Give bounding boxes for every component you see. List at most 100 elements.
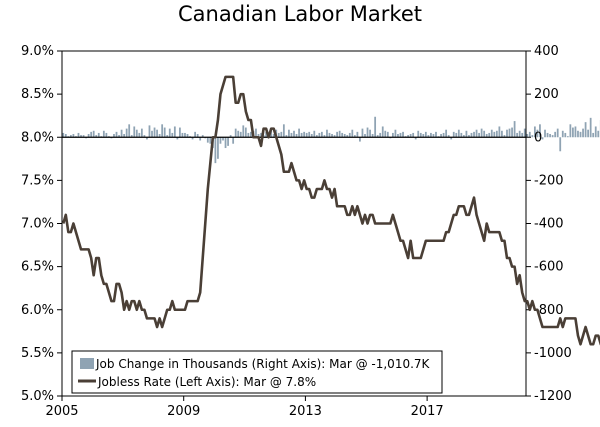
job-change-bar: [569, 124, 572, 138]
job-change-bar: [326, 129, 328, 138]
y-left-tick-label: 8.5%: [21, 87, 54, 102]
job-change-bar: [92, 130, 95, 138]
y-left-tick-label: 7.5%: [21, 173, 54, 188]
job-change-bar: [384, 130, 387, 138]
job-change-bar: [440, 134, 442, 138]
job-change-bar: [475, 129, 478, 138]
job-change-bar: [148, 125, 151, 138]
job-change-bar: [495, 130, 498, 138]
job-change-bar: [452, 131, 455, 138]
job-change-bar: [572, 127, 574, 138]
job-change-bar: [97, 132, 100, 138]
y-right-tick-label: 200: [534, 87, 559, 102]
job-change-bar: [214, 137, 217, 164]
y-right-tick-label: 0: [534, 130, 542, 145]
x-tick-label: 2017: [411, 404, 444, 419]
job-change-bar: [493, 131, 496, 138]
job-change-bar: [135, 129, 138, 138]
job-change-bar: [69, 135, 72, 138]
job-change-bar: [72, 134, 75, 138]
job-change-bar: [234, 128, 237, 138]
job-change-bar: [490, 129, 493, 138]
job-change-bar: [255, 128, 257, 138]
job-change-bar: [113, 134, 115, 138]
job-change-bar: [399, 132, 402, 138]
job-change-bar: [577, 130, 579, 138]
job-change-bar: [318, 132, 321, 138]
job-change-bar: [64, 134, 67, 138]
job-change-bar: [143, 135, 146, 138]
job-change-bar: [331, 134, 333, 138]
job-change-bar: [285, 135, 288, 138]
job-change-bar: [328, 132, 331, 138]
job-change-bar: [206, 137, 209, 143]
job-change-bar: [184, 132, 186, 138]
y-left-tick-label: 6.0%: [21, 303, 54, 318]
job-change-bar: [62, 132, 65, 138]
job-change-bar: [227, 137, 229, 146]
job-change-bar: [549, 134, 551, 138]
job-change-bar: [105, 132, 108, 138]
job-change-bar: [511, 127, 513, 138]
job-change-bar: [156, 129, 158, 138]
job-change-bar: [222, 137, 224, 141]
job-change-bar: [582, 128, 584, 138]
job-change-bar: [556, 128, 559, 138]
job-change-bar: [518, 130, 521, 138]
y-right-tick-label: -200: [534, 173, 564, 188]
plot-frame: [61, 50, 527, 397]
job-change-bar: [219, 137, 222, 144]
job-change-bar: [506, 129, 508, 138]
job-change-bar: [123, 134, 126, 138]
y-right-tick-label: -400: [534, 217, 564, 232]
job-change-bar: [539, 124, 541, 138]
job-change-bar: [194, 131, 197, 138]
job-change-bar: [196, 134, 199, 138]
job-change-bar: [422, 134, 425, 138]
legend: Job Change in Thousands (Right Axis): Ma…: [71, 350, 443, 394]
job-change-bar: [379, 132, 382, 138]
y-left-tick-label: 7.0%: [21, 217, 54, 232]
job-change-bar: [450, 137, 453, 140]
job-change-bar: [480, 128, 483, 138]
legend-bar-swatch: [80, 358, 94, 369]
y-right-tick-label: -600: [534, 260, 564, 275]
job-change-bar: [523, 128, 526, 138]
job-change-bar: [407, 135, 409, 138]
job-change-bar: [412, 132, 415, 138]
y-right-tick-label: 400: [534, 44, 559, 59]
legend-line-label: Jobless Rate (Left Axis): Mar @ 7.8%: [97, 375, 316, 389]
job-change-bar: [589, 117, 592, 138]
job-change-bar: [541, 137, 544, 140]
job-change-bar: [140, 128, 143, 138]
job-change-bar: [356, 131, 359, 138]
job-change-bar: [516, 132, 519, 138]
job-change-bar: [237, 130, 240, 138]
job-change-bar: [430, 132, 432, 138]
job-change-bar: [483, 130, 486, 138]
job-change-bar: [77, 132, 80, 138]
job-change-bar: [414, 137, 417, 140]
job-change-bar: [242, 125, 245, 138]
job-change-bar: [102, 130, 105, 138]
job-change-bar: [130, 135, 133, 138]
job-change-bar: [470, 132, 473, 138]
job-change-bar: [402, 131, 404, 138]
job-change-bar: [351, 129, 354, 138]
job-change-bar: [391, 132, 394, 138]
job-change-bar: [364, 134, 366, 138]
job-change-bar: [125, 128, 128, 138]
job-change-bar: [290, 132, 293, 138]
job-change-bar: [118, 135, 120, 138]
job-change-bar: [168, 128, 171, 138]
job-change-bar: [503, 135, 506, 138]
legend-bar-label: Job Change in Thousands (Right Axis): Ma…: [95, 357, 431, 371]
job-change-bar: [161, 124, 164, 138]
job-change-bar: [288, 129, 290, 138]
job-change-bar: [544, 129, 546, 138]
job-change-bar: [158, 134, 161, 138]
y-left-tick-label: 5.5%: [21, 346, 54, 361]
job-change-bar: [376, 135, 379, 138]
job-change-bar: [526, 134, 529, 138]
